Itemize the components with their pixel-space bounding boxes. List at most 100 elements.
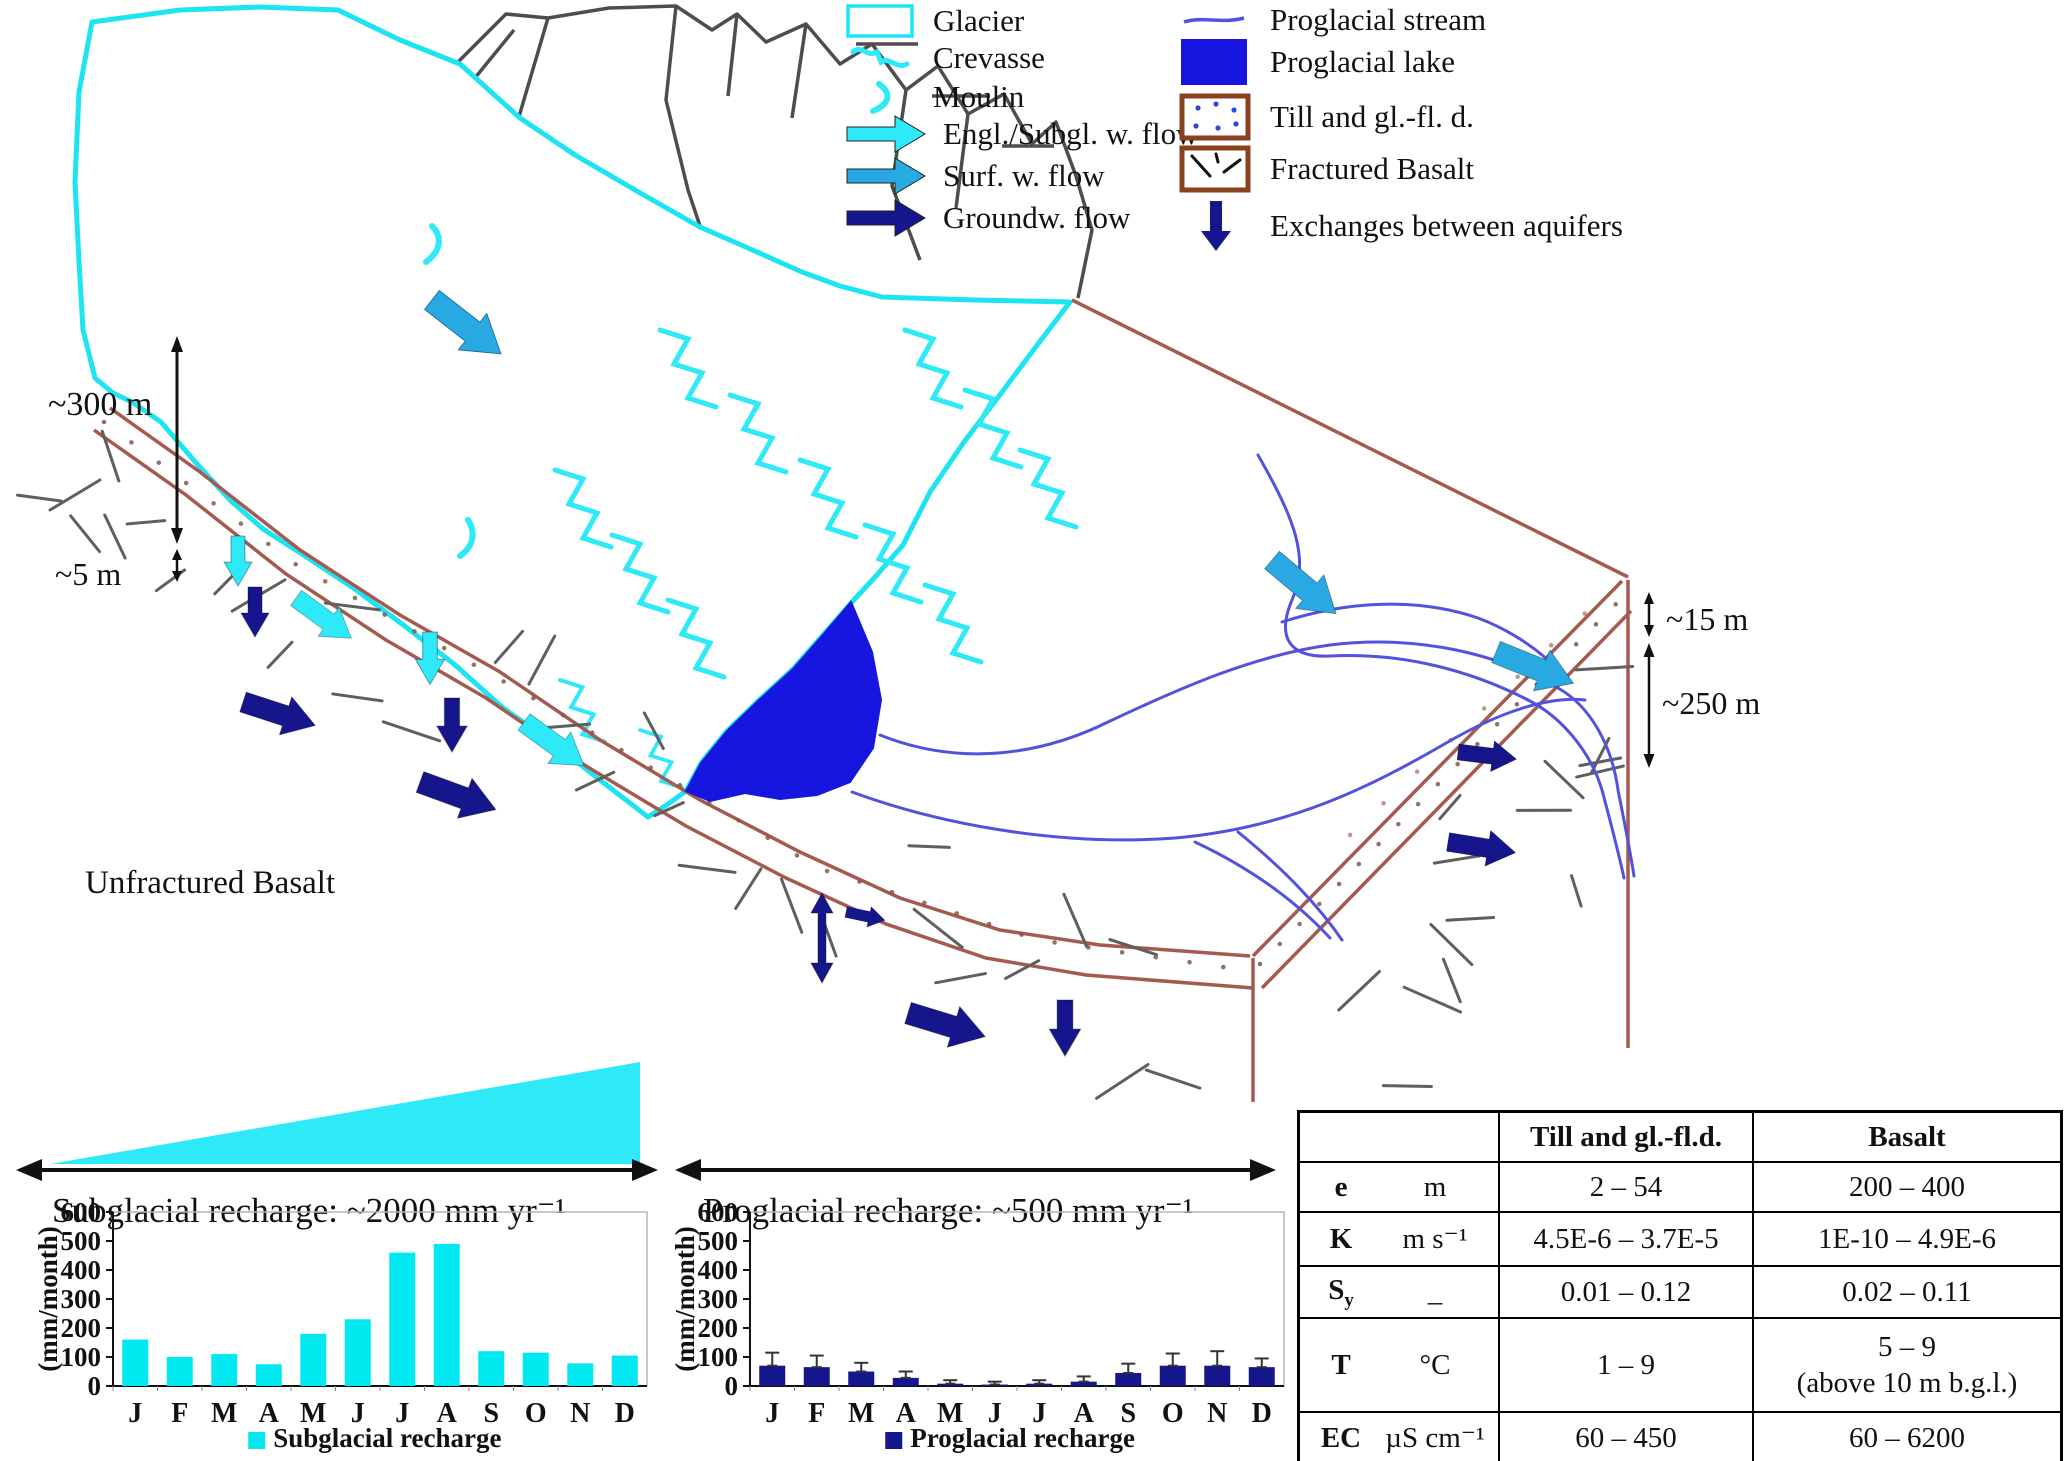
dimension-arrows <box>16 336 1655 1181</box>
bar-O-9 <box>1159 1365 1186 1386</box>
groundwater-flow-arrow <box>901 992 992 1058</box>
proglacial-stream-icon <box>1178 5 1254 35</box>
recharge-gradient-wedge <box>50 1062 640 1164</box>
chart-legend-label: Proglacial recharge <box>910 1423 1135 1453</box>
bar-A-3 <box>892 1377 919 1386</box>
bar-A-3 <box>255 1364 282 1386</box>
bar-N-10 <box>567 1363 594 1386</box>
legend-label: Till and gl.-fl. d. <box>1270 99 1474 134</box>
chart-legend-swatch <box>885 1432 903 1449</box>
legend-label: Proglacial stream <box>1270 2 1487 37</box>
legend-item-surface-flow: Surf. w. flow <box>845 154 1105 198</box>
till-right-label: ~15 m <box>1666 601 1748 637</box>
y-tick-label: 400 <box>61 1255 102 1285</box>
bar-J-6 <box>389 1252 416 1386</box>
param-unit: °C <box>1419 1348 1451 1381</box>
y-axis-title: (mm/month) <box>672 1226 700 1371</box>
fracture-dash <box>1062 892 1089 948</box>
till-layer-band <box>92 298 1633 1102</box>
x-tick-label: M <box>848 1398 874 1429</box>
proglacial-recharge-caption: Proglacial recharge: ~500 mm yr⁻¹ <box>703 1191 1193 1230</box>
x-tick-label: M <box>937 1398 963 1429</box>
fracture-dash <box>574 770 616 792</box>
x-tick-label: N <box>1207 1398 1227 1429</box>
fracture-dash <box>527 634 557 686</box>
x-tick-label: J <box>1032 1398 1046 1429</box>
bar-J-5 <box>344 1319 371 1386</box>
y-tick-label: 500 <box>61 1226 102 1256</box>
table-row: Sy _ 0.01 – 0.12 0.02 – 0.11 <box>1300 1265 2060 1317</box>
fracture-dash <box>1108 938 1159 957</box>
legend-label: Fractured Basalt <box>1270 151 1475 186</box>
table-header-param <box>1300 1113 1498 1161</box>
fracture-dash <box>323 601 381 612</box>
legend-label: Glacier <box>933 3 1025 38</box>
y-tick-label: 400 <box>698 1255 739 1285</box>
bar-J-6 <box>1026 1383 1053 1386</box>
table-header-till: Till and gl.-fl.d. <box>1498 1113 1752 1161</box>
dimension-arrowhead <box>16 1159 42 1181</box>
x-tick-label: M <box>211 1398 237 1429</box>
legend-item-till: Till and gl.-fl. d. <box>1178 92 1474 142</box>
legend-item-groundwater-flow: Groundw. flow <box>845 196 1130 240</box>
x-tick-label: D <box>1252 1398 1272 1429</box>
bar-S-8 <box>1115 1372 1142 1386</box>
param-symbol: EC <box>1320 1421 1362 1454</box>
x-tick-label: J <box>765 1398 779 1429</box>
fracture-dash <box>493 629 525 664</box>
exchange-arrow-icon <box>1178 198 1254 254</box>
fracture-dash <box>266 640 294 669</box>
x-tick-label: J <box>395 1398 409 1429</box>
fracture-dash <box>1337 969 1381 1012</box>
fracture-dash <box>1095 1062 1150 1100</box>
table-header-basalt: Basalt <box>1752 1113 2060 1161</box>
legend-label: Surf. w. flow <box>943 158 1105 193</box>
crevasse-icon <box>845 40 917 76</box>
fracture-dash <box>642 711 665 750</box>
englacial-flow-arrow-icon <box>845 112 927 156</box>
fracture-dash <box>912 907 964 949</box>
fracture-dash <box>934 972 987 985</box>
till-swatch-icon <box>1178 92 1254 142</box>
fracture-dash <box>907 844 951 849</box>
table-till-value: 4.5E-6 – 3.7E-5 <box>1498 1213 1752 1265</box>
plot-border <box>749 1211 1285 1387</box>
table-basalt-value: 1E-10 – 4.9E-6 <box>1752 1213 2060 1265</box>
fracture-dash <box>1574 665 1635 672</box>
y-tick-label: 0 <box>88 1371 102 1401</box>
fracture-dash <box>1144 1068 1202 1090</box>
param-symbol: T <box>1331 1348 1351 1381</box>
table-param-cell: Sy _ <box>1300 1267 1498 1317</box>
x-tick-label: A <box>896 1398 917 1429</box>
fracture-dash <box>1543 759 1585 800</box>
moulin-icon <box>845 78 917 116</box>
legend-item-proglacial-lake: Proglacial lake <box>1178 36 1455 88</box>
x-tick-label: S <box>483 1398 499 1429</box>
bar-A-7 <box>433 1243 460 1386</box>
legend-item-englacial-flow: Engl./Subgl. w. flow <box>845 112 1198 156</box>
chart-legend-swatch <box>248 1432 266 1449</box>
y-axis-title: (mm/month) <box>35 1226 63 1371</box>
legend-label: Engl./Subgl. w. flow <box>943 116 1199 151</box>
fracture-dash <box>677 863 737 874</box>
fracture-dash <box>1004 959 1041 980</box>
chart-legend-label: Subglacial recharge <box>273 1423 501 1453</box>
y-tick-label: 100 <box>61 1342 102 1372</box>
bar-M-2 <box>211 1354 238 1386</box>
dimension-arrowhead <box>1250 1159 1276 1181</box>
param-subscript: y <box>1344 1289 1354 1311</box>
y-tick-label: 300 <box>698 1284 739 1314</box>
y-tick-label: 600 <box>61 1198 102 1227</box>
x-tick-label: F <box>171 1398 188 1429</box>
y-tick-label: 0 <box>725 1371 739 1401</box>
surface-flow-arrow <box>1257 542 1351 632</box>
param-unit: m <box>1423 1170 1447 1203</box>
dimension-arrowhead <box>675 1159 701 1181</box>
legend-item-crevasse: Crevasse <box>845 40 1045 76</box>
x-tick-label: A <box>1074 1398 1095 1429</box>
table-row: EC µS cm⁻¹ 60 – 450 60 – 6200 <box>1300 1411 2060 1461</box>
param-symbol: e <box>1334 1170 1348 1203</box>
